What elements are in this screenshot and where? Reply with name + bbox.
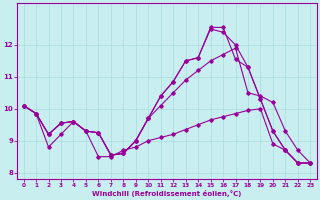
X-axis label: Windchill (Refroidissement éolien,°C): Windchill (Refroidissement éolien,°C): [92, 190, 242, 197]
